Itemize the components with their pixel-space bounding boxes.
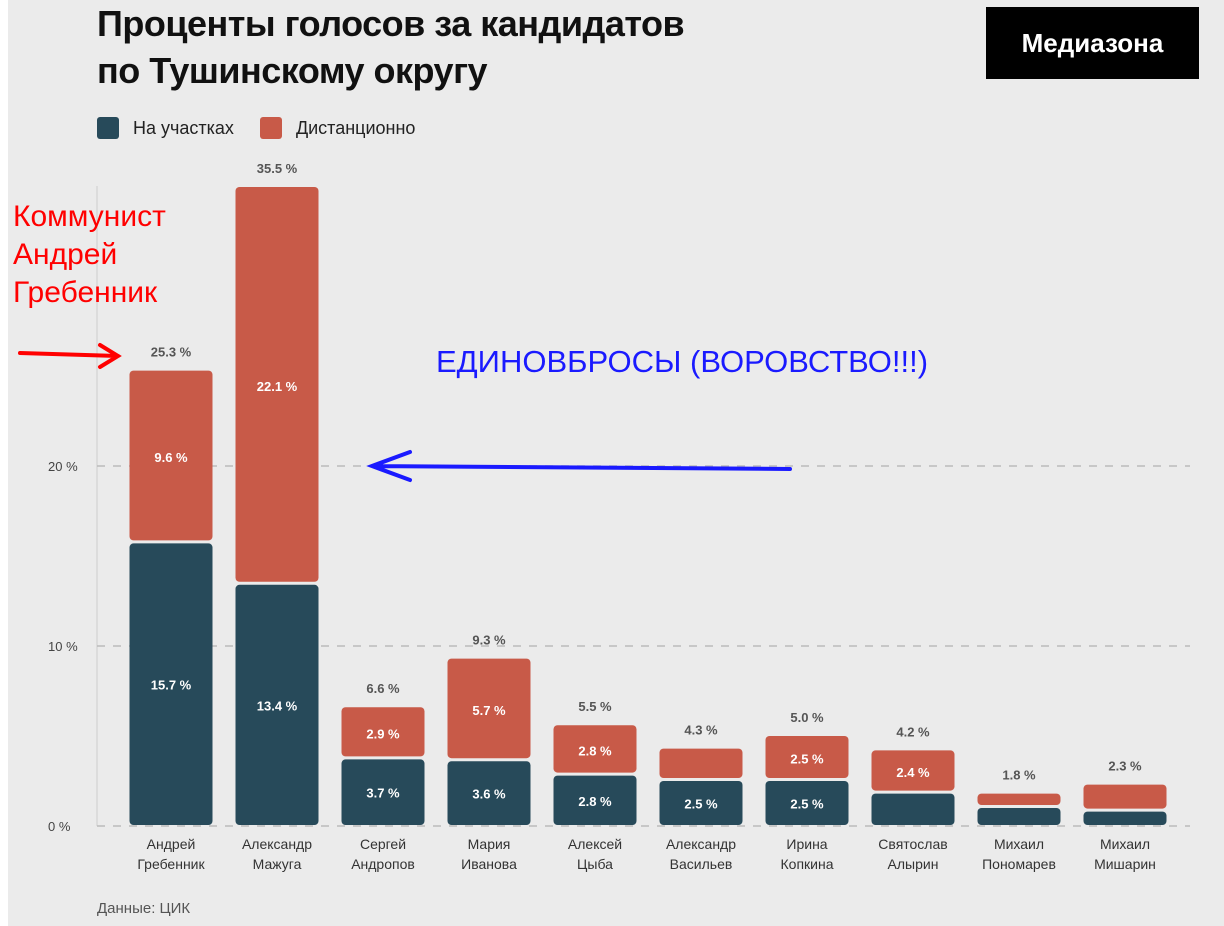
x-tick-label: Копкина [781, 856, 834, 872]
title-line: по Тушинскому округу [97, 50, 488, 91]
total-label: 1.8 % [1002, 768, 1036, 783]
data-label: 5.7 % [472, 703, 506, 718]
legend-swatch [259, 117, 282, 139]
annotation-line: Андрей [13, 238, 118, 271]
annotation-red: Коммунист Андрей Гребенник [13, 198, 166, 312]
x-tick-label: Мария [468, 836, 511, 852]
legend-item: Дистанционно [259, 117, 416, 139]
legend: На участках Дистанционно [97, 117, 441, 139]
chart-title: Проценты голосов за кандидатов по Тушинс… [97, 0, 685, 94]
bar-segment [341, 759, 425, 825]
title-line: Проценты голосов за кандидатов [97, 3, 685, 44]
data-label: 22.1 % [257, 379, 298, 394]
bar-segment [341, 707, 425, 757]
bar-segment [235, 584, 319, 825]
x-tick-label: Гребенник [137, 856, 205, 872]
bar-segment [1083, 784, 1167, 809]
x-tick-label: Мишарин [1094, 856, 1156, 872]
annotation-line: Гребенник [13, 276, 158, 309]
y-tick-label: 0 % [48, 819, 71, 834]
data-label: 9.6 % [154, 450, 188, 465]
x-tick-label: Андропов [351, 856, 415, 872]
data-label: 2.8 % [578, 794, 612, 809]
x-tick-label: Алырин [888, 856, 939, 872]
total-label: 2.3 % [1108, 759, 1142, 774]
data-label: 13.4 % [257, 698, 298, 713]
data-label: 2.9 % [366, 726, 400, 741]
bar-segment [129, 370, 213, 541]
data-label: 15.7 % [151, 678, 192, 693]
data-label: 3.7 % [366, 786, 400, 801]
total-label: 35.5 % [257, 161, 298, 176]
x-tick-label: Иванова [461, 856, 517, 872]
total-label: 5.0 % [790, 710, 824, 725]
bar-segment [447, 761, 531, 825]
x-tick-label: Александр [242, 836, 312, 852]
bar-segment [1083, 811, 1167, 825]
x-tick-label: Михаил [994, 836, 1044, 852]
data-label: 2.5 % [790, 797, 824, 812]
x-tick-label: Алексей [568, 836, 622, 852]
y-tick-label: 20 % [48, 459, 78, 474]
total-label: 9.3 % [472, 633, 506, 648]
x-tick-label: Александр [666, 836, 736, 852]
bar-segment [977, 808, 1061, 825]
bar-segment [659, 748, 743, 778]
red-arrow-icon [18, 343, 122, 369]
bar-segment [553, 725, 637, 773]
data-label: 2.5 % [684, 797, 718, 812]
x-tick-label: Мажуга [253, 856, 302, 872]
bar-segment [977, 793, 1061, 805]
total-label: 5.5 % [578, 699, 612, 714]
annotation-blue: ЕДИНОВБРОСЫ (ВОРОВСТВО!!!) [436, 344, 929, 379]
x-tick-label: Андрей [147, 836, 196, 852]
legend-label: На участках [133, 117, 234, 138]
source-note: Данные: ЦИК [97, 900, 191, 917]
x-tick-label: Михаил [1100, 836, 1150, 852]
blue-arrow-icon [366, 450, 792, 482]
total-label: 25.3 % [151, 345, 192, 360]
total-label: 4.3 % [684, 723, 718, 738]
bar-segment [765, 781, 849, 825]
y-tick-label: 10 % [48, 639, 78, 654]
x-tick-label: Святослав [878, 836, 947, 852]
bar-segment [553, 775, 637, 825]
data-label: 2.8 % [578, 743, 612, 758]
logo: Медиазона [986, 7, 1199, 79]
total-label: 4.2 % [896, 724, 930, 739]
data-label: 2.4 % [896, 765, 930, 780]
x-tick-label: Васильев [670, 856, 733, 872]
bar-segment [765, 736, 849, 778]
legend-label: Дистанционно [295, 117, 416, 138]
x-tick-label: Сергей [360, 836, 406, 852]
bar-segment [129, 543, 213, 825]
total-label: 6.6 % [366, 681, 400, 696]
legend-swatch [97, 117, 119, 139]
annotation-line: Коммунист [13, 200, 166, 233]
bar-segment [659, 781, 743, 825]
bar-segment [447, 658, 531, 759]
data-label: 2.5 % [790, 752, 824, 767]
bar-segment [871, 750, 955, 791]
data-label: 3.6 % [472, 787, 506, 802]
x-tick-label: Ирина [786, 836, 827, 852]
bar-segment [871, 793, 955, 825]
x-tick-label: Цыба [577, 856, 613, 872]
bar-segment [235, 187, 319, 582]
legend-item: На участках [97, 117, 234, 139]
x-tick-label: Пономарев [982, 856, 1056, 872]
